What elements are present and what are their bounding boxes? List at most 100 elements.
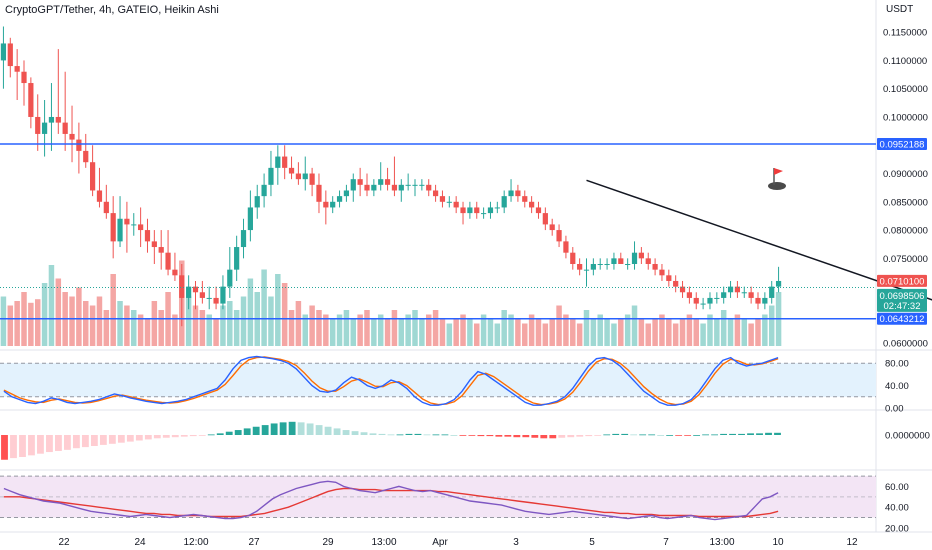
volume-bar xyxy=(83,301,89,346)
price-tick-label: 0.0600000 xyxy=(883,339,928,350)
volume-bar xyxy=(28,302,34,346)
candle xyxy=(254,184,260,219)
flag-icon[interactable] xyxy=(768,168,786,190)
volume-bar xyxy=(371,319,377,346)
macd-bar xyxy=(306,423,314,435)
macd-bar xyxy=(693,435,701,436)
macd-bar xyxy=(540,435,548,439)
macd-bar xyxy=(1,435,8,460)
time-tick-label: 3 xyxy=(513,537,519,548)
candle xyxy=(467,201,473,219)
macd-bar xyxy=(684,435,692,436)
macd-bar xyxy=(90,435,98,446)
macd-bar xyxy=(459,435,467,436)
candle xyxy=(775,266,782,293)
candle xyxy=(131,213,137,236)
volume-bar xyxy=(405,314,411,346)
trend-line[interactable] xyxy=(586,179,932,325)
candle xyxy=(330,196,336,214)
candle xyxy=(439,190,446,208)
macd-bar xyxy=(198,435,206,436)
price-axis[interactable]: 0.1150000 0.1100000 0.1050000 0.1000000 0.09… xyxy=(883,28,928,350)
candle xyxy=(494,201,500,214)
volume-bar xyxy=(295,301,302,346)
volume-bar xyxy=(329,319,336,346)
macd-bar xyxy=(396,434,404,436)
candle xyxy=(288,156,295,180)
volume-bar xyxy=(522,323,528,346)
candle xyxy=(384,167,391,191)
volume-bar xyxy=(281,283,288,346)
candle xyxy=(323,190,329,225)
macd-bar xyxy=(432,434,440,436)
candle xyxy=(103,184,109,219)
volume-bar xyxy=(474,323,480,346)
stochastic-lines xyxy=(3,355,779,406)
macd-bar xyxy=(72,435,80,449)
candle xyxy=(590,258,596,276)
candle xyxy=(501,190,507,214)
macd-bar xyxy=(567,435,575,438)
candle xyxy=(69,105,75,163)
volume-bar xyxy=(343,310,350,346)
candle xyxy=(631,241,638,270)
candle xyxy=(693,292,699,310)
macd-bar xyxy=(216,433,224,435)
time-tick-label: 22 xyxy=(58,537,70,548)
macd-bar xyxy=(423,434,431,436)
macd-bar xyxy=(441,434,449,436)
candle xyxy=(151,230,157,264)
macd-bar xyxy=(180,435,188,437)
macd-bar xyxy=(720,433,727,435)
volume-bar xyxy=(117,301,123,346)
macd-bar xyxy=(153,435,161,439)
macd-bar xyxy=(522,435,530,438)
candle xyxy=(707,292,713,310)
macd-bar xyxy=(468,435,476,436)
macd-bar xyxy=(477,435,485,437)
macd-bar xyxy=(144,435,152,440)
indicator-axes: 80.00 40.00 0.00 0.0000000 60.00 40.00 20.00 xyxy=(885,359,930,535)
macd-bar xyxy=(675,435,683,436)
macd-bar xyxy=(504,435,512,437)
candle xyxy=(364,173,370,197)
volume-bar xyxy=(720,310,727,346)
candle xyxy=(302,156,308,191)
volume-bar xyxy=(172,314,178,346)
macd-bar xyxy=(513,435,521,438)
volume-bar xyxy=(55,278,62,346)
volume-bar xyxy=(618,319,624,346)
candle xyxy=(611,252,617,270)
candle xyxy=(28,77,34,129)
volume-bar xyxy=(233,310,240,346)
volume-bar xyxy=(714,319,720,346)
macd-bar xyxy=(414,433,422,435)
volume-bar xyxy=(590,319,597,346)
stoch-k-line xyxy=(3,355,779,406)
candle xyxy=(62,71,68,151)
candle xyxy=(426,179,432,197)
candle xyxy=(350,173,356,202)
volume-bar xyxy=(89,305,96,346)
volume-bar xyxy=(261,269,267,346)
macd-bar xyxy=(342,430,350,435)
macd-bar xyxy=(207,434,215,436)
time-axis[interactable]: 22 24 12:00 27 29 13:00 Apr 3 5 7 13:00 10 12 xyxy=(58,537,858,548)
candle xyxy=(138,207,144,248)
volume-bar xyxy=(645,323,651,346)
candle xyxy=(41,100,48,157)
time-tick-label: 24 xyxy=(134,537,146,548)
stoch-tick-label: 80.00 xyxy=(885,359,909,370)
volume-bar xyxy=(288,310,295,346)
volume-bar xyxy=(460,314,466,346)
macd-bar xyxy=(486,435,494,437)
candle xyxy=(556,224,562,248)
macd-histogram xyxy=(1,421,781,460)
volume-bar xyxy=(247,278,254,346)
volume-bar xyxy=(275,274,281,346)
candle xyxy=(583,258,590,287)
macd-bar xyxy=(351,431,359,435)
volume-bar xyxy=(624,314,631,346)
volume-bar xyxy=(336,314,343,346)
